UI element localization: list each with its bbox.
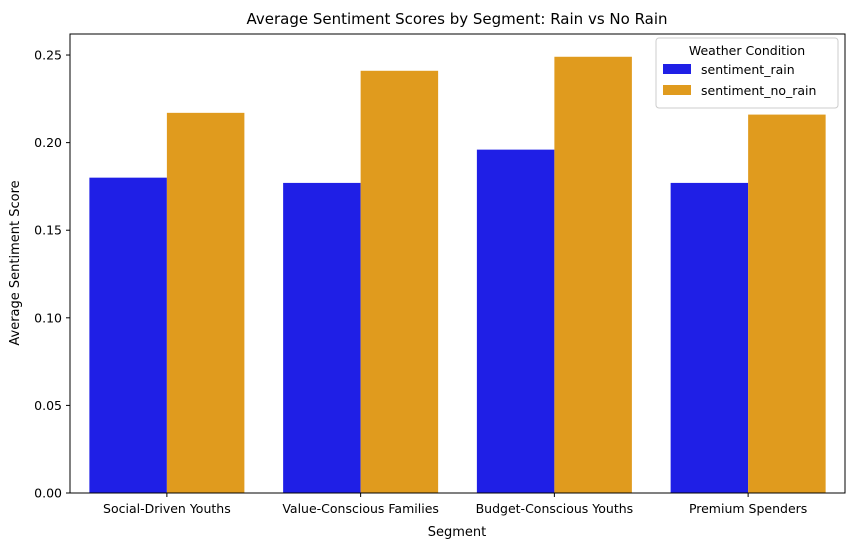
y-tick-label: 0.10 xyxy=(34,310,62,325)
legend-label-sentiment_no_rain: sentiment_no_rain xyxy=(701,83,816,98)
x-tick-label: Budget-Conscious Youths xyxy=(476,501,634,516)
bar-sentiment_rain-0 xyxy=(89,177,167,493)
legend-swatch-sentiment_no_rain xyxy=(663,85,691,95)
bar-sentiment_rain-3 xyxy=(670,182,749,493)
y-tick-label: 0.05 xyxy=(34,398,62,413)
y-tick-label: 0.00 xyxy=(34,486,62,501)
y-tick-label: 0.15 xyxy=(34,223,62,238)
legend-box xyxy=(655,37,839,109)
legend-label-sentiment_rain: sentiment_rain xyxy=(701,62,795,77)
x-tick-label: Social-Driven Youths xyxy=(103,501,231,516)
chart-title: Average Sentiment Scores by Segment: Rai… xyxy=(246,10,667,28)
y-tick-label: 0.25 xyxy=(34,48,62,63)
y-tick-label: 0.20 xyxy=(34,135,62,150)
bar-sentiment_no_rain-3 xyxy=(748,114,826,493)
bar-sentiment_no_rain-2 xyxy=(554,56,632,494)
legend-swatch-sentiment_rain xyxy=(663,64,691,74)
x-axis-label: Segment xyxy=(428,525,487,540)
axes-group: Social-Driven Youths Value-Conscious Fami… xyxy=(34,33,846,516)
plot-frame xyxy=(69,33,846,494)
legend: Weather Condition sentiment_rain sentiment… xyxy=(655,37,839,109)
bar-sentiment_no_rain-0 xyxy=(166,112,245,493)
bars-group xyxy=(89,56,826,494)
bar-sentiment_no_rain-1 xyxy=(360,70,439,493)
x-tick-label: Value-Conscious Families xyxy=(282,501,439,516)
x-tick-label: Premium Spenders xyxy=(689,501,807,516)
bar-sentiment_rain-2 xyxy=(476,149,555,493)
bar-sentiment_rain-1 xyxy=(283,182,361,493)
y-axis-label: Average Sentiment Score xyxy=(8,180,23,345)
legend-title: Weather Condition xyxy=(689,43,805,58)
